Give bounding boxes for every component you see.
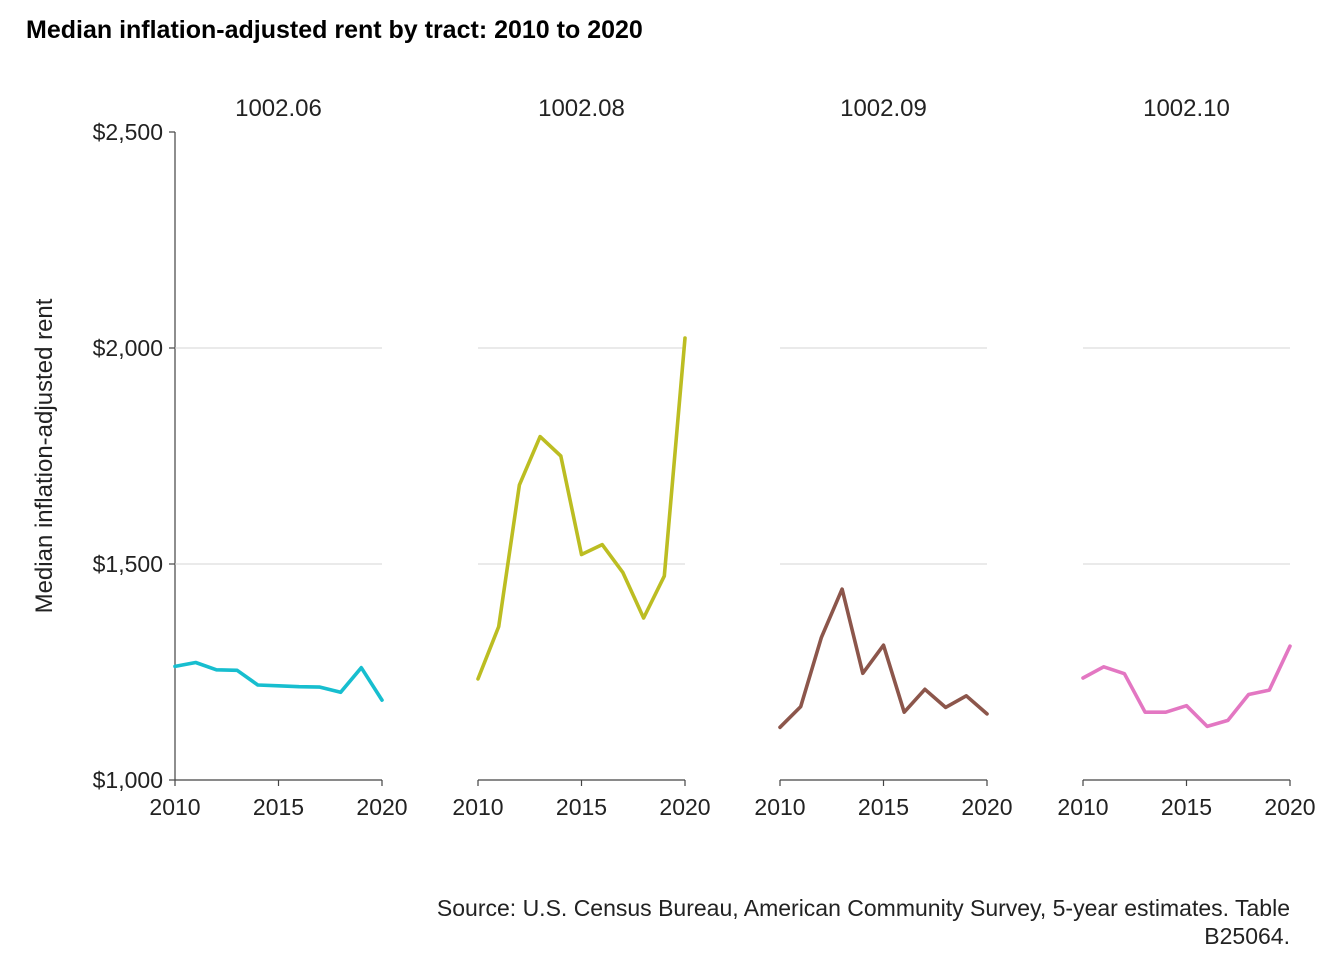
y-axis-label: Median inflation-adjusted rent (31, 298, 58, 613)
plot-area: $1,000 $1,500 $2,000 $2,500 2010 2015 2020 1002… (93, 95, 1316, 820)
x-tick-label: 2015 (1161, 794, 1212, 820)
x-tick-label: 2020 (659, 794, 710, 820)
facet-panel: 2010 2015 2020 1002.06 (149, 95, 407, 820)
y-tick-label: $2,000 (93, 335, 163, 361)
facet-label: 1002.10 (1143, 95, 1230, 122)
series-line (1081, 644, 1292, 729)
x-tick-label: 2010 (1057, 794, 1108, 820)
y-tick-label: $2,500 (93, 119, 163, 145)
facet-label: 1002.06 (235, 95, 322, 122)
series-line (173, 660, 384, 702)
x-tick-label: 2015 (253, 794, 304, 820)
y-tick-label: $1,500 (93, 551, 163, 577)
chart-title: Median inflation-adjusted rent by tract:… (26, 16, 643, 44)
x-tick-label: 2020 (356, 794, 407, 820)
x-tick-label: 2020 (1264, 794, 1315, 820)
facet-panel: 2010 2015 2020 1002.10 (1057, 95, 1315, 820)
facet-label: 1002.09 (840, 95, 927, 122)
x-tick-label: 2015 (556, 794, 607, 820)
caption-line-2: B25064. (1204, 923, 1290, 949)
x-tick-label: 2010 (754, 794, 805, 820)
x-tick-label: 2015 (858, 794, 909, 820)
y-tick-label: $1,000 (93, 767, 163, 793)
facet-panel: 2010 2015 2020 1002.09 (754, 95, 1012, 820)
facet-panel: 2010 2015 2020 1002.08 (452, 95, 710, 820)
x-tick-label: 2010 (452, 794, 503, 820)
facet-label: 1002.08 (538, 95, 625, 122)
caption-line-1: Source: U.S. Census Bureau, American Com… (437, 895, 1290, 921)
series-line (778, 587, 989, 730)
x-tick-label: 2020 (961, 794, 1012, 820)
x-tick-label: 2010 (149, 794, 200, 820)
series-line (476, 336, 687, 681)
